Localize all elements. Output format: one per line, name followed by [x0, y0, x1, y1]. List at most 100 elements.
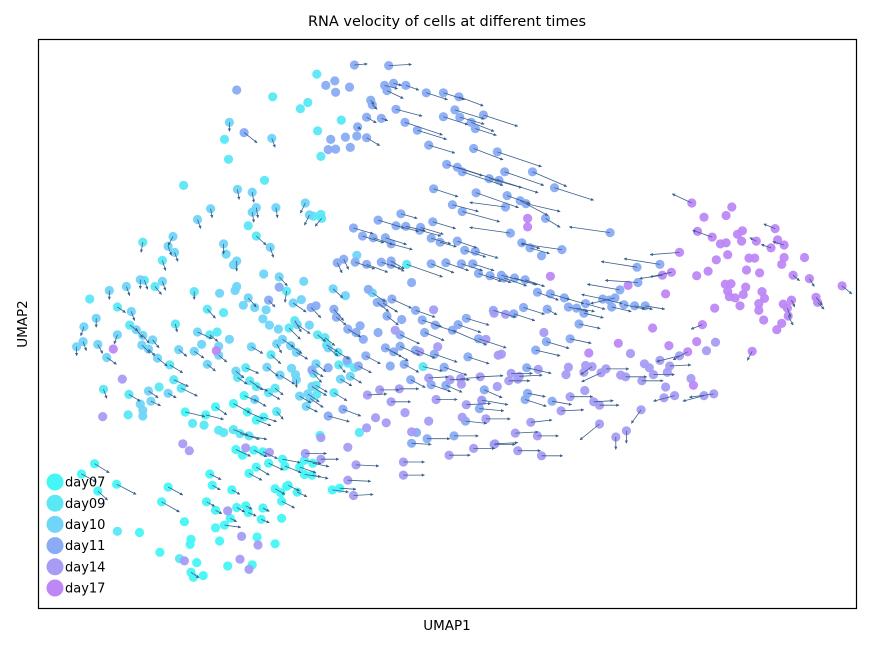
cell-point-day17	[750, 253, 760, 263]
velocity-arrow	[355, 464, 380, 468]
cell-point-day07	[241, 501, 251, 511]
velocity-arrow	[324, 337, 336, 346]
velocity-arrow	[372, 104, 378, 110]
velocity-arrow	[611, 306, 632, 313]
velocity-arrow	[178, 349, 188, 357]
cell-point-day07	[155, 547, 165, 557]
velocity-arrow	[326, 344, 339, 353]
cell-point-day14	[644, 363, 654, 373]
cell-point-day14	[616, 370, 626, 380]
cell-point-day17	[710, 303, 720, 313]
cell-point-day10	[258, 314, 268, 324]
cell-point-day17	[523, 222, 533, 232]
velocity-arrow	[157, 357, 168, 367]
cell-point-day09	[312, 389, 322, 399]
velocity-arrow	[581, 293, 610, 301]
velocity-arrow	[150, 400, 161, 407]
cell-point-day14	[362, 423, 372, 433]
velocity-arrow	[283, 291, 287, 303]
velocity-arrow	[190, 571, 200, 579]
velocity-arrow	[342, 408, 362, 417]
cell-point-day11	[426, 233, 436, 243]
cell-point-day14	[244, 564, 254, 575]
velocity-arrow	[489, 275, 512, 284]
cell-point-day11	[470, 246, 480, 256]
velocity-arrow	[247, 297, 257, 308]
velocity-arrow	[471, 122, 495, 132]
velocity-arrow	[426, 92, 448, 101]
cell-point-day07	[227, 485, 237, 495]
velocity-arrow	[237, 189, 241, 200]
cell-point-day17	[692, 226, 703, 236]
velocity-arrow	[388, 62, 412, 67]
velocity-arrow	[458, 96, 484, 107]
velocity-arrow	[428, 375, 449, 379]
velocity-arrow	[256, 419, 272, 427]
cell-point-day09	[219, 308, 229, 318]
cell-point-day10	[228, 260, 238, 270]
cell-point-day10	[138, 330, 148, 340]
velocity-arrow	[498, 179, 539, 194]
velocity-arrow	[209, 334, 219, 342]
velocity-arrow	[464, 249, 487, 258]
cell-point-day07	[185, 539, 195, 550]
velocity-arrow	[167, 246, 172, 256]
velocity-arrow	[263, 416, 278, 423]
cell-point-day14	[662, 367, 672, 377]
velocity-arrow	[390, 260, 405, 270]
velocity-arrow	[212, 484, 221, 491]
cell-point-day10	[135, 399, 145, 409]
cell-point-day11	[326, 134, 336, 144]
cell-point-day11	[385, 361, 395, 371]
cell-point-day17	[683, 347, 693, 357]
cell-point-day17	[754, 305, 764, 315]
cell-point-day17	[741, 282, 751, 292]
cell-point-day17	[778, 299, 788, 309]
velocity-arrow	[671, 193, 692, 204]
legend: day07 day09 day10 day11 day14 day17	[46, 473, 105, 597]
velocity-arrow	[391, 298, 412, 309]
cell-point-day14	[178, 439, 188, 449]
velocity-arrow	[128, 394, 141, 402]
velocity-arrow	[469, 226, 511, 234]
velocity-arrow	[113, 334, 118, 345]
cell-point-day10	[296, 295, 306, 305]
cell-point-day11	[340, 132, 350, 142]
cell-point-day17	[523, 213, 533, 223]
velocity-arrow	[152, 339, 160, 349]
velocity-arrow	[256, 466, 270, 476]
cell-point-day07	[223, 561, 233, 571]
cell-point-day17	[661, 289, 671, 299]
velocity-arrow	[347, 328, 362, 338]
cell-point-day17	[777, 259, 787, 269]
cell-point-day14	[539, 327, 549, 338]
velocity-arrow	[377, 219, 405, 229]
velocity-arrow	[243, 395, 258, 402]
cell-point-day17	[747, 346, 757, 356]
cell-point-day09	[313, 126, 323, 136]
velocity-arrow	[311, 369, 324, 378]
cell-point-day10	[189, 346, 199, 356]
velocity-arrow	[578, 323, 601, 330]
cell-point-day17	[720, 279, 730, 289]
velocity-arrow	[288, 484, 300, 492]
velocity-arrow	[746, 351, 753, 361]
legend-label-day11: day11	[65, 539, 105, 554]
velocity-arrow	[400, 213, 418, 220]
velocity-arrow	[431, 237, 452, 245]
cell-point-day07	[270, 539, 280, 549]
velocity-arrow	[462, 171, 504, 187]
velocity-arrow	[604, 278, 638, 283]
cell-point-day11	[358, 334, 368, 344]
velocity-arrow	[445, 262, 470, 272]
cell-point-day11	[344, 82, 355, 92]
velocity-arrow	[649, 252, 680, 257]
velocity-arrow	[434, 353, 458, 363]
velocity-arrow	[367, 392, 388, 396]
velocity-arrow	[546, 308, 558, 316]
velocity-arrow	[328, 415, 350, 423]
velocity-arrow	[385, 237, 408, 246]
cell-point-day17	[584, 348, 594, 358]
cell-point-day11	[471, 188, 481, 198]
velocity-arrow	[386, 90, 404, 99]
